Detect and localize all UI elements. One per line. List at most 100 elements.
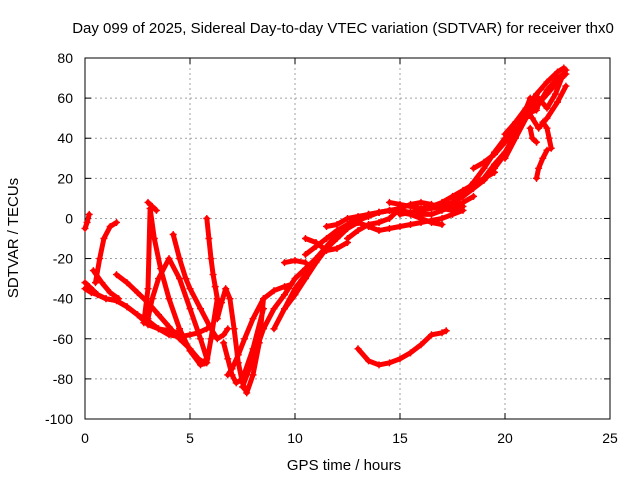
data-point (140, 319, 148, 327)
data-point (207, 325, 215, 333)
data-point (106, 222, 114, 230)
data-point (528, 98, 536, 106)
data-point (186, 285, 194, 293)
data-point (222, 285, 230, 293)
data-point (470, 164, 477, 172)
data-point (106, 289, 114, 297)
y-tick-label: 60 (57, 90, 73, 106)
data-point (123, 279, 131, 287)
y-tick-label: -80 (53, 371, 73, 387)
data-point (558, 74, 566, 82)
data-point (226, 295, 234, 303)
data-point (543, 86, 551, 94)
x-tick-label: 5 (186, 430, 194, 446)
data-point (365, 357, 372, 365)
series-arc-8 (144, 255, 211, 363)
data-point (396, 200, 404, 208)
x-tick-label: 10 (287, 430, 303, 446)
data-point (386, 214, 393, 222)
data-point (165, 255, 173, 263)
series-arc-18 (281, 257, 309, 267)
data-point (186, 305, 194, 313)
data-point (155, 311, 162, 319)
data-point (232, 379, 240, 387)
series-arc-23 (354, 206, 467, 234)
data-point (535, 124, 543, 132)
data-point (213, 335, 221, 343)
series-arc-33 (533, 146, 551, 182)
data-point (354, 226, 362, 234)
data-point (480, 164, 488, 172)
data-point (449, 192, 456, 200)
data-point (417, 198, 425, 206)
x-tick-label: 0 (81, 430, 89, 446)
data-point (333, 245, 341, 253)
series-arc-27 (438, 64, 568, 212)
data-point (241, 335, 249, 343)
data-point (386, 198, 393, 206)
data-point (344, 220, 351, 228)
data-point (365, 222, 372, 230)
data-point (224, 371, 232, 379)
data-point (522, 110, 530, 118)
x-axis-label: GPS time / hours (287, 457, 401, 474)
data-point (480, 158, 488, 166)
data-point (539, 154, 547, 162)
series-arc-4 (92, 218, 120, 287)
data-point (354, 345, 362, 353)
data-point (94, 291, 102, 299)
data-point (203, 214, 211, 222)
data-point (417, 206, 425, 214)
data-point (134, 311, 141, 319)
data-point (230, 325, 238, 333)
data-point (470, 192, 477, 200)
data-point (243, 389, 251, 397)
data-point (396, 222, 404, 230)
y-axis-label: SDTVAR / TECUs (5, 178, 22, 298)
data-point (543, 114, 551, 122)
y-tick-label: 0 (65, 210, 73, 226)
data-point (186, 347, 194, 355)
data-point (417, 218, 425, 226)
data-point (533, 90, 540, 98)
data-series (81, 64, 570, 397)
data-point (165, 323, 173, 331)
data-point (302, 259, 309, 267)
data-point (144, 285, 152, 293)
data-point (396, 355, 404, 363)
data-point (407, 208, 414, 216)
data-point (562, 66, 570, 74)
series-arc-9 (144, 198, 160, 214)
chart-title: Day 099 of 2025, Sidereal Day-to-day VTE… (72, 20, 614, 37)
data-point (113, 271, 120, 279)
data-point (291, 257, 299, 265)
data-point (545, 134, 553, 142)
data-point (134, 289, 141, 297)
data-point (144, 321, 152, 329)
data-point (547, 144, 555, 152)
data-point (375, 218, 383, 226)
data-point (83, 218, 91, 226)
data-point (533, 174, 540, 182)
data-point (123, 303, 131, 311)
data-point (203, 355, 211, 363)
data-point (100, 235, 108, 242)
data-point (323, 235, 330, 242)
data-point (205, 235, 213, 242)
data-point (442, 327, 450, 335)
y-tick-label: -100 (45, 411, 73, 427)
data-point (480, 174, 488, 182)
data-point (333, 220, 341, 228)
series-arc-14 (224, 281, 295, 379)
data-point (302, 251, 309, 259)
data-point (182, 275, 190, 283)
data-point (150, 235, 158, 242)
data-point (115, 295, 123, 303)
data-point (512, 118, 519, 126)
data-point (209, 271, 217, 279)
series-arc-11 (203, 214, 223, 311)
series-arc-32 (526, 124, 540, 146)
data-point (533, 106, 540, 114)
x-tick-label: 20 (497, 430, 513, 446)
